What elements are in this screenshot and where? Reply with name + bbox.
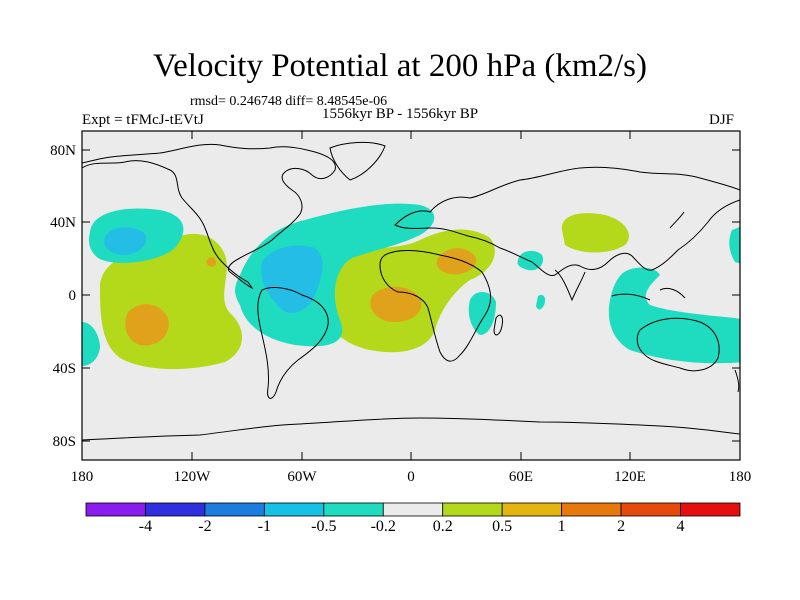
lat-labels: 80N 40N 0 40S 80S — [50, 143, 76, 450]
lat-ticks — [82, 149, 740, 442]
coast-madagascar — [493, 314, 503, 336]
colorbar-label: 0.5 — [492, 518, 513, 535]
colorbar-swatch — [382, 502, 444, 517]
colorbar-swatch — [442, 502, 503, 517]
neg-strong-north-pacific — [104, 227, 147, 255]
colorbar-swatch — [620, 502, 681, 517]
lat-label: 80S — [53, 434, 76, 450]
colorbar-swatch — [263, 502, 325, 517]
lat-label: 40N — [50, 215, 76, 231]
coastlines — [82, 141, 740, 441]
colorbar-label: -0.2 — [370, 518, 396, 535]
colorbar-label: 0.2 — [432, 518, 453, 535]
chart-title: Velocity Potential at 200 hPa (km2/s) — [152, 48, 648, 84]
neg-region-indian-ocean — [536, 294, 546, 310]
period-label: 1556kyr BP - 1556kyr BP — [322, 106, 479, 122]
colorbar-label: 2 — [617, 518, 626, 535]
coast-greenland — [329, 141, 386, 181]
stats-line: rmsd= 0.246748 diff= 8.48545e-06 — [190, 94, 388, 109]
lon-label: 120W — [174, 469, 212, 485]
colorbar-swatch — [680, 502, 741, 517]
strong-negative-regions — [104, 227, 323, 313]
coast-australia — [636, 317, 720, 372]
coast-india — [554, 269, 586, 302]
lon-label: 120E — [614, 469, 646, 485]
pos-strong-africa — [436, 248, 477, 275]
colorbar-label: 1 — [557, 518, 566, 535]
coast-south-america — [257, 287, 329, 399]
colorbar-label: -1 — [257, 518, 272, 535]
neg-region-east-africa — [468, 291, 496, 335]
colorbar-label: 4 — [676, 518, 685, 535]
colorbar-swatch — [145, 502, 206, 517]
season-label: DJF — [709, 112, 735, 128]
neg-strong-amazon — [261, 245, 323, 313]
coast-north-america — [82, 143, 336, 290]
lat-label: 0 — [69, 288, 77, 304]
colorbar-swatch — [85, 502, 146, 517]
lon-label: 0 — [407, 469, 415, 485]
coast-indonesia — [611, 287, 686, 301]
neg-region-south-pacific — [82, 322, 100, 366]
colorbar-swatch — [501, 502, 563, 517]
colorbar-swatch — [323, 502, 384, 517]
colorbar — [85, 502, 741, 517]
pos-region-asia — [561, 213, 629, 253]
neg-region-far-west-pacific — [729, 226, 740, 264]
coast-new-zealand — [734, 369, 740, 393]
colorbar-label: -4 — [138, 518, 153, 535]
lat-label: 80N — [50, 143, 76, 159]
pos-strong-mexico — [206, 257, 216, 267]
coast-antarctica — [82, 417, 740, 441]
lat-label: 40S — [53, 361, 76, 377]
coast-eurasia — [394, 166, 740, 277]
colorbar-swatch — [561, 502, 622, 517]
lon-label: 60W — [287, 469, 317, 485]
colorbar-swatch — [204, 502, 265, 517]
coast-africa — [379, 250, 492, 362]
lon-label: 180 — [71, 469, 94, 485]
lon-ticks — [81, 131, 741, 460]
lon-label: 180 — [729, 469, 752, 485]
map-plot-area — [82, 131, 740, 460]
pos-strong-atlantic — [370, 286, 422, 322]
neg-region-maritime-continent — [608, 267, 740, 364]
lon-label: 60E — [509, 469, 533, 485]
colorbar-label: -2 — [198, 518, 212, 535]
lon-labels: 180 120W 60W 0 60E 120E 180 — [71, 469, 752, 485]
experiment-label: Expt = tFMcJ-tEVtJ — [82, 112, 204, 128]
strong-positive-regions — [125, 248, 477, 346]
pos-strong-pacific — [125, 304, 169, 346]
coast-japan — [669, 211, 685, 229]
colorbar-label: -0.5 — [311, 518, 337, 535]
